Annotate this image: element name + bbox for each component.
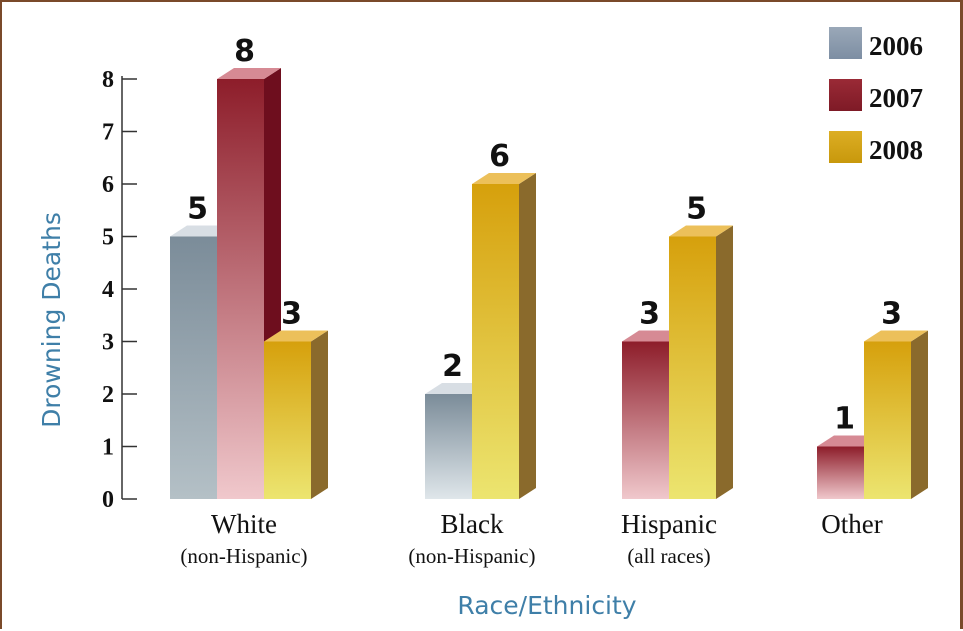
bar-side-2008 xyxy=(311,330,328,499)
x-tick-label: Hispanic xyxy=(621,509,717,539)
data-label: 3 xyxy=(881,297,902,332)
x-tick-sublabel: (non-Hispanic) xyxy=(408,544,535,568)
data-label: 5 xyxy=(686,192,707,227)
y-axis: 0 1 2 3 4 5 6 7 8 xyxy=(102,67,137,513)
y-tick-label: 0 xyxy=(102,487,114,513)
y-tick-label: 5 xyxy=(102,225,114,251)
bar-2008-other xyxy=(864,341,911,499)
bar-2008-white xyxy=(264,341,311,499)
bar-2007-hispanic xyxy=(622,341,669,499)
bar-side-2008 xyxy=(911,330,928,499)
x-axis-title: Race/Ethnicity xyxy=(457,591,636,620)
data-label: 2 xyxy=(442,349,463,384)
legend-label: 2006 xyxy=(869,31,923,61)
legend-label: 2007 xyxy=(869,83,923,113)
bars xyxy=(170,68,928,499)
y-tick-label: 2 xyxy=(102,382,114,408)
y-tick-label: 8 xyxy=(102,67,114,93)
legend-label: 2008 xyxy=(869,135,923,165)
data-labels: 5 8 3 2 6 3 5 1 3 xyxy=(187,34,902,437)
x-axis-labels: White (non-Hispanic) Black (non-Hispanic) Hi… xyxy=(180,509,882,568)
bar-top-2008 xyxy=(264,330,328,342)
data-label: 1 xyxy=(834,402,855,437)
x-tick-label: Other xyxy=(821,509,882,539)
legend-swatch-2006 xyxy=(829,27,862,59)
bar-side-2008 xyxy=(716,225,733,499)
x-tick-sublabel: (non-Hispanic) xyxy=(180,544,307,568)
bar-2006-white xyxy=(170,236,217,499)
legend-swatch-2008 xyxy=(829,131,862,163)
x-tick-sublabel: (all races) xyxy=(627,544,710,568)
y-tick-label: 6 xyxy=(102,172,114,198)
data-label: 5 xyxy=(187,192,208,227)
bar-2007-white xyxy=(217,79,264,499)
legend: 2006 2007 2008 xyxy=(829,27,923,165)
bar-top-2008 xyxy=(669,225,733,237)
bar-side-2008 xyxy=(519,173,536,499)
bar-2008-black xyxy=(472,184,519,499)
bar-2007-other xyxy=(817,446,864,499)
x-tick-label: Black xyxy=(441,509,504,539)
data-label: 3 xyxy=(281,297,302,332)
y-axis-title: Drowning Deaths xyxy=(37,212,66,428)
data-label: 3 xyxy=(639,297,660,332)
y-tick-label: 4 xyxy=(102,277,114,303)
bar-2006-black xyxy=(425,394,472,499)
data-label: 6 xyxy=(489,139,510,174)
bar-top-2008 xyxy=(472,173,536,184)
y-tick-label: 7 xyxy=(102,120,114,146)
bar-top-2007 xyxy=(217,68,281,79)
bar-2008-hispanic xyxy=(669,236,716,499)
bar-top-2008 xyxy=(864,330,928,342)
x-tick-label: White xyxy=(211,509,277,539)
y-tick-label: 3 xyxy=(102,330,114,356)
y-tick-label: 1 xyxy=(102,435,114,461)
data-label: 8 xyxy=(234,34,255,69)
legend-swatch-2007 xyxy=(829,79,862,111)
